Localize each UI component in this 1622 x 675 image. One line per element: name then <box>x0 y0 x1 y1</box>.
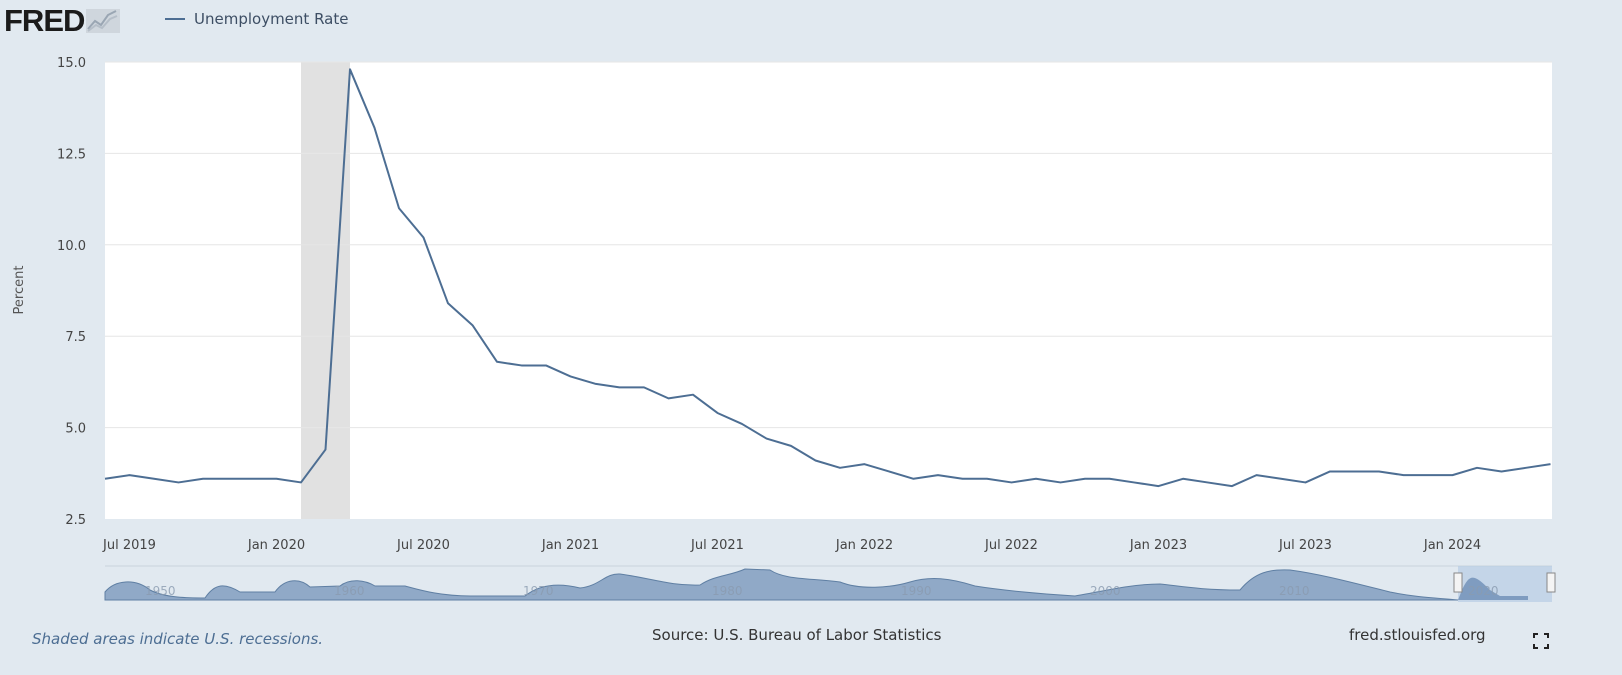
navigator-year-label: 1950 <box>145 584 176 598</box>
x-tick-labels: Jul 2019 Jan 2020 Jul 2020 Jan 2021 Jul 2021… <box>102 538 1481 553</box>
x-tick-label: Jul 2023 <box>1278 538 1332 553</box>
y-tick-label: 5.0 <box>65 422 86 437</box>
navigator-year-label: 1970 <box>523 584 554 598</box>
navigator-right-handle[interactable] <box>1546 572 1556 593</box>
source-text: Source: U.S. Bureau of Labor Statistics <box>652 626 942 644</box>
x-tick-label: Jul 2021 <box>690 538 744 553</box>
range-navigator[interactable]: 1950 1960 1970 1980 1990 2000 2010 2020 <box>104 565 1556 602</box>
chart: 2.55.07.510.012.515.0 Jul 2019 Jan 2020 Ju… <box>12 56 1556 602</box>
y-tick-label: 12.5 <box>57 147 86 162</box>
navigator-year-label: 1960 <box>334 584 365 598</box>
series-line-unemployment-rate <box>104 68 1551 488</box>
legend-swatch <box>165 18 185 20</box>
logo-chart-icon <box>86 9 121 33</box>
navigator-area <box>104 568 1459 601</box>
series-line-group <box>104 68 1551 488</box>
x-tick-label: Jan 2022 <box>835 538 893 553</box>
navigator-year-label: 2010 <box>1279 584 1310 598</box>
legend-item-unemployment-rate[interactable]: Unemployment Rate <box>165 10 348 28</box>
navigator-year-label: 1980 <box>712 584 743 598</box>
x-tick-label: Jan 2021 <box>541 538 599 553</box>
x-tick-label: Jan 2020 <box>247 538 305 553</box>
navigator-left-handle[interactable] <box>1453 572 1463 593</box>
site-link[interactable]: fred.stlouisfed.org <box>1349 626 1486 644</box>
legend-label: Unemployment Rate <box>194 10 349 28</box>
navigator-year-label: 1990 <box>901 584 932 598</box>
y-tick-label: 10.0 <box>57 239 86 254</box>
y-tick-label: 15.0 <box>57 56 86 71</box>
gridlines <box>105 61 1552 429</box>
x-tick-label: Jan 2024 <box>1423 538 1481 553</box>
y-axis-label: Percent <box>12 266 27 315</box>
fred-logo[interactable]: FRED <box>4 3 121 39</box>
x-tick-label: Jul 2020 <box>396 538 450 553</box>
x-tick-label: Jul 2019 <box>102 538 156 553</box>
navigator-year-label: 2000 <box>1090 584 1121 598</box>
fullscreen-icon[interactable] <box>1533 633 1549 649</box>
y-tick-label: 2.5 <box>65 513 86 528</box>
navigator-selected-area <box>1458 577 1528 600</box>
recession-note: Shaded areas indicate U.S. recessions. <box>32 630 324 648</box>
y-tick-labels: 2.5 5.0 7.5 10.0 12.5 15.0 <box>57 56 86 528</box>
navigator-year-label: 2020 <box>1468 584 1499 598</box>
x-tick-label: Jan 2023 <box>1129 538 1187 553</box>
y-tick-label: 7.5 <box>65 330 86 345</box>
x-tick-label: Jul 2022 <box>984 538 1038 553</box>
